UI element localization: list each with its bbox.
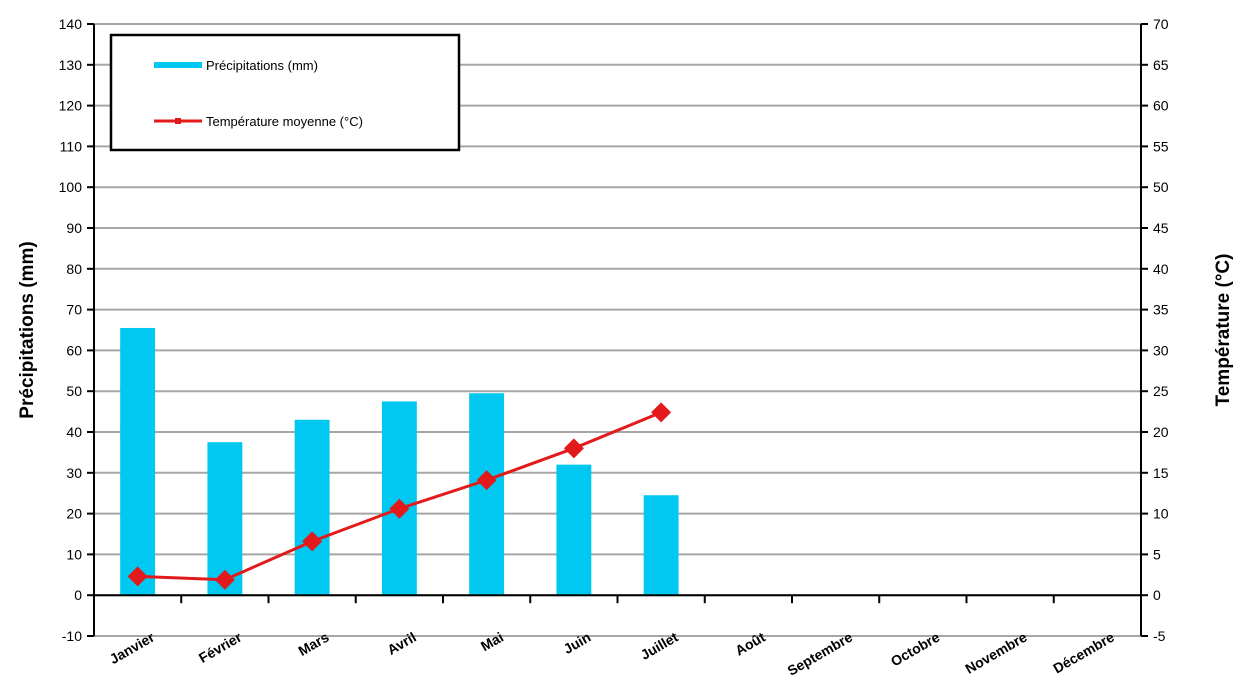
category-label: Octobre: [888, 629, 943, 670]
right-tick-label: 70: [1153, 16, 1169, 32]
axes: [93, 24, 1142, 636]
precipitation-bar: [381, 401, 417, 596]
legend-label-temperature: Température moyenne (°C): [206, 114, 363, 129]
right-tick-label: 5: [1153, 546, 1161, 562]
right-tick-label: 25: [1153, 383, 1169, 399]
precipitation-bar: [643, 495, 679, 596]
right-tick-label: 20: [1153, 424, 1169, 440]
left-tick-label: 70: [66, 302, 82, 318]
category-label: Mai: [478, 629, 506, 655]
left-axis-ticks: -10 0 10 20 30 40 50 60 70 80 90 100 110 120 130 140: [59, 16, 94, 644]
right-tick-label: -5: [1153, 628, 1166, 644]
category-label: Juillet: [638, 629, 681, 663]
left-tick-label: 110: [60, 138, 83, 154]
legend-swatch-temperature-marker: [175, 118, 181, 124]
left-tick-label: 120: [59, 98, 83, 114]
left-tick-label: 80: [66, 261, 82, 277]
category-label: Avril: [384, 629, 419, 658]
precipitation-bar: [120, 327, 156, 596]
right-tick-label: 0: [1153, 587, 1161, 603]
right-tick-label: 15: [1153, 465, 1169, 481]
left-tick-label: 20: [66, 506, 82, 522]
left-tick-label: 100: [59, 179, 83, 195]
temperature-marker: [563, 438, 584, 459]
category-label: Juin: [560, 629, 593, 657]
temperature-marker: [214, 569, 235, 590]
precipitation-bar: [294, 419, 330, 596]
legend: Précipitations (mm) Température moyenne …: [109, 33, 461, 152]
legend-swatch-precipitation: [154, 62, 202, 68]
right-tick-label: 55: [1153, 138, 1169, 154]
temperature-marker: [302, 531, 323, 552]
precipitation-bars: [120, 327, 679, 596]
temperature-line: [127, 402, 672, 590]
right-axis-ticks: -5 0 5 10 15 20 25 30 35 40 45 50 55 60 65 70: [1141, 16, 1169, 644]
right-tick-label: 40: [1153, 261, 1169, 277]
category-label: Février: [196, 628, 245, 665]
left-tick-label: 60: [66, 342, 82, 358]
category-label: Août: [732, 629, 768, 659]
right-tick-label: 45: [1153, 220, 1169, 236]
temperature-marker: [651, 402, 672, 423]
temperature-marker: [389, 498, 410, 519]
left-tick-label: -10: [62, 628, 82, 644]
right-tick-label: 65: [1153, 57, 1169, 73]
left-tick-label: 30: [66, 465, 82, 481]
left-tick-label: 50: [66, 383, 82, 399]
right-tick-label: 10: [1153, 506, 1169, 522]
left-axis-title: Précipitations (mm): [17, 241, 38, 418]
legend-label-precipitation: Précipitations (mm): [206, 58, 318, 73]
temperature-marker: [127, 566, 148, 587]
right-tick-label: 30: [1153, 342, 1169, 358]
left-tick-label: 10: [66, 546, 82, 562]
right-tick-label: 60: [1153, 98, 1169, 114]
right-axis-title: Température (°C): [1213, 254, 1234, 407]
temperature-marker: [476, 470, 497, 491]
right-tick-label: 35: [1153, 302, 1169, 318]
category-label: Janvier: [107, 628, 158, 667]
precipitation-bar: [556, 464, 592, 596]
category-label: Mars: [295, 629, 331, 659]
precipitation-bar: [469, 393, 505, 596]
left-tick-label: 140: [59, 16, 83, 32]
legend-box: [109, 33, 461, 152]
left-tick-label: 40: [66, 424, 82, 440]
right-tick-label: 50: [1153, 179, 1169, 195]
left-tick-label: 90: [66, 220, 82, 236]
gridlines: [94, 23, 1141, 637]
left-tick-label: 130: [59, 57, 83, 73]
left-tick-label: 0: [74, 587, 82, 603]
